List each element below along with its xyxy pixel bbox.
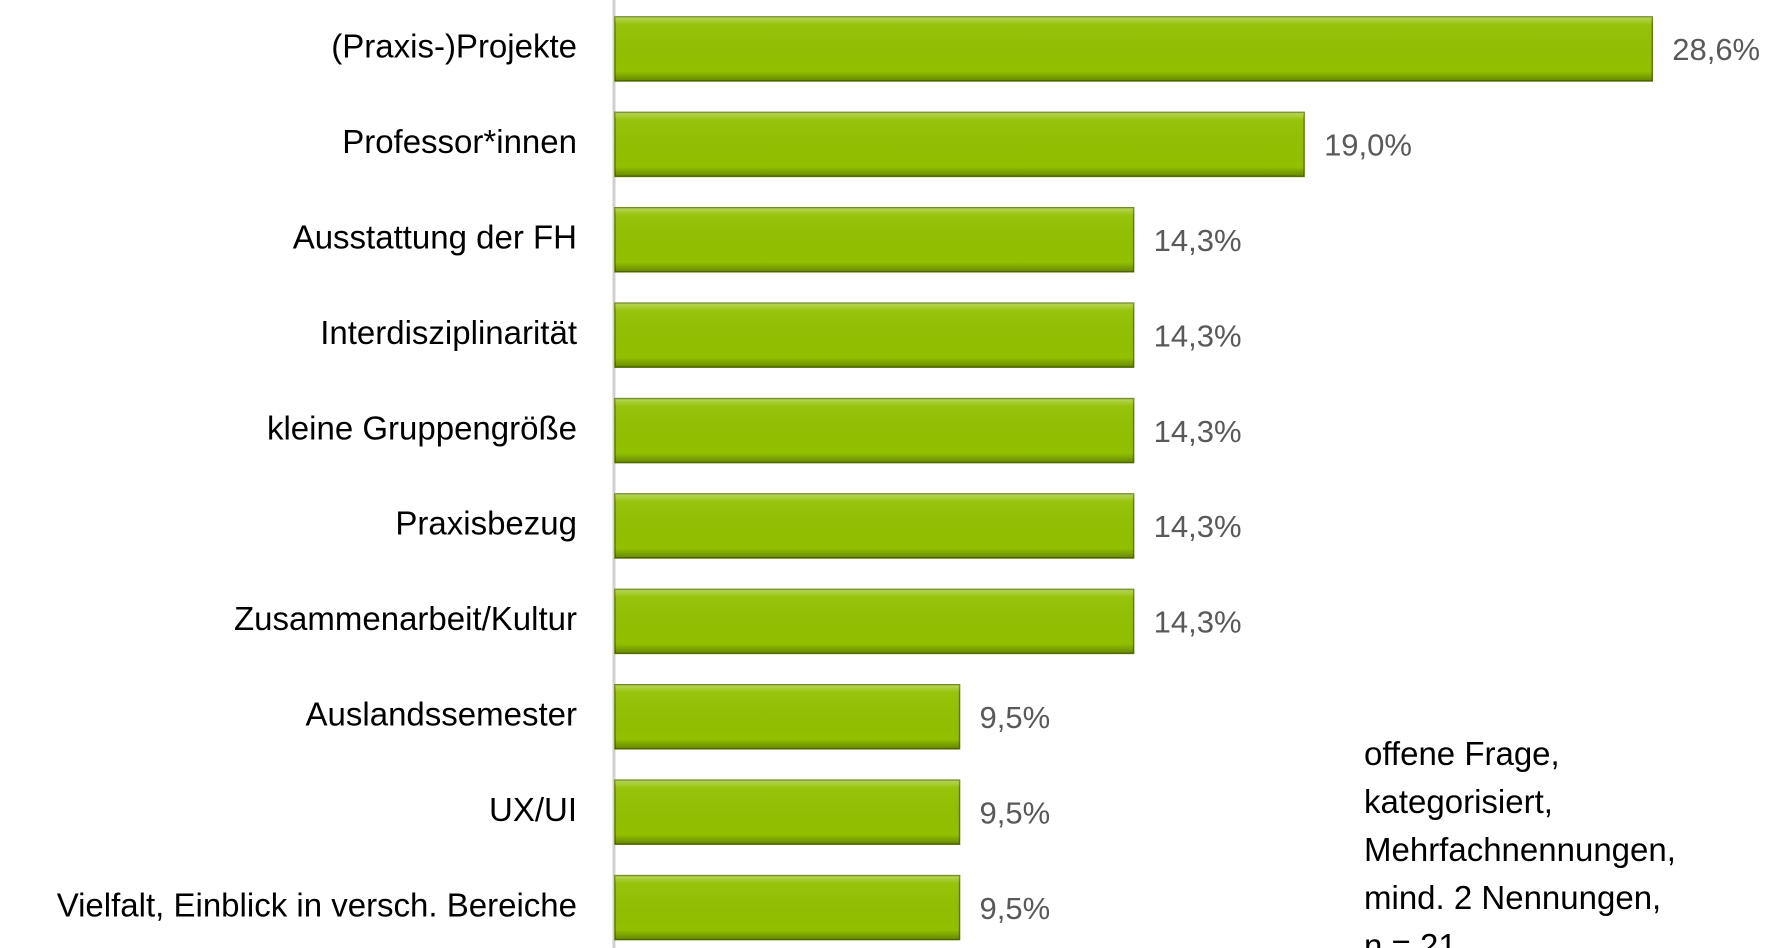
bar-bevel — [615, 112, 1305, 177]
value-label: 9,5% — [980, 891, 1051, 926]
annotation-line: Mehrfachnennungen, — [1364, 831, 1676, 868]
bar-bevel — [615, 398, 1134, 463]
category-label: Zusammenarbeit/Kultur — [234, 600, 577, 637]
annotation-line: mind. 2 Nennungen, — [1364, 879, 1661, 916]
value-label: 9,5% — [980, 700, 1051, 735]
value-label: 9,5% — [980, 795, 1051, 830]
category-label: Praxisbezug — [395, 505, 577, 542]
bar-bevel — [615, 207, 1134, 272]
bar-bevel — [615, 303, 1134, 368]
annotation-line: kategorisiert, — [1364, 783, 1553, 820]
annotation-line: n = 21 — [1364, 927, 1457, 948]
category-label: Interdisziplinarität — [320, 314, 577, 351]
bar-bevel — [615, 17, 1653, 81]
value-label: 19,0% — [1324, 128, 1412, 163]
bar-bevel — [615, 494, 1134, 558]
category-label: (Praxis-)Projekte — [331, 28, 577, 65]
value-label: 28,6% — [1672, 32, 1760, 67]
bar-bevel — [615, 875, 960, 940]
value-label: 14,3% — [1154, 605, 1242, 640]
value-label: 14,3% — [1154, 318, 1242, 353]
category-label: kleine Gruppengröße — [267, 409, 577, 446]
value-label: 14,3% — [1154, 223, 1242, 258]
category-label: UX/UI — [489, 791, 577, 828]
category-label: Professor*innen — [342, 123, 577, 160]
category-label: Vielfalt, Einblick in versch. Bereiche — [57, 886, 577, 923]
bar-bevel — [615, 589, 1134, 654]
category-label: Auslandssemester — [306, 696, 577, 733]
bar-bevel — [615, 684, 960, 749]
category-label: Ausstattung der FH — [293, 219, 577, 256]
annotation-line: offene Frage, — [1364, 735, 1560, 772]
bar-bevel — [615, 780, 960, 845]
value-label: 14,3% — [1154, 414, 1242, 449]
value-label: 14,3% — [1154, 509, 1242, 544]
